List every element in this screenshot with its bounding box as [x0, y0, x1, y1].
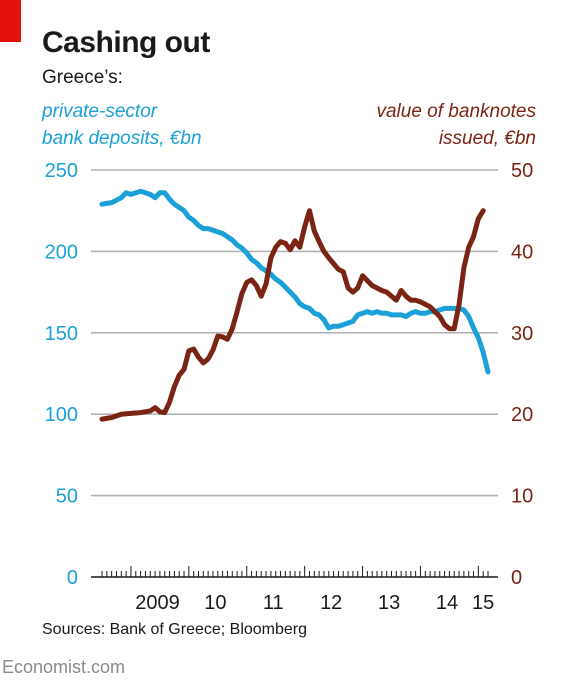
x-axis-year-label: 14 [436, 592, 458, 614]
source-note: Sources: Bank of Greece; Bloomberg [42, 621, 308, 638]
right-axis-label: value of banknotes issued, €bn [376, 101, 536, 149]
deposits-series-line [99, 188, 491, 375]
chart-subtitle: Greece’s: [42, 67, 123, 88]
right-axis-tick-label: 30 [511, 323, 533, 345]
right-axis-tick-label: 20 [511, 404, 533, 426]
banknotes-series-line [99, 208, 486, 422]
economist-wordmark: Economist.com [2, 657, 126, 677]
left-axis-tick-label: 100 [45, 404, 78, 426]
right-axis-tick-label: 10 [511, 486, 533, 508]
dual-axis-line-chart: 0 50 100 150 200 250 0 10 20 30 40 50 2009 10 11 12 13 14… [45, 160, 534, 614]
left-axis-tick-label: 50 [56, 486, 78, 508]
left-axis-tick-label: 150 [45, 323, 78, 345]
right-axis-tick-label: 40 [511, 241, 533, 263]
x-axis-year-label: 2009 [135, 592, 180, 614]
right-axis-tick-label: 0 [511, 567, 522, 589]
x-axis-year-label: 11 [263, 592, 284, 614]
right-axis-tick-label: 50 [511, 160, 533, 182]
left-axis-tick-label: 0 [67, 567, 78, 589]
left-axis-tick-label: 200 [45, 241, 78, 263]
left-axis-label: private-sector bank deposits, €bn [42, 101, 202, 149]
chart-title: Cashing out [42, 26, 210, 59]
brand-red-tag [0, 0, 21, 42]
x-axis-year-label: 13 [378, 592, 400, 614]
x-axis-year-label: 12 [320, 592, 342, 614]
x-axis-year-label: 10 [204, 592, 226, 614]
x-axis-year-label: 15 [472, 592, 494, 614]
left-axis-tick-label: 250 [45, 160, 78, 182]
